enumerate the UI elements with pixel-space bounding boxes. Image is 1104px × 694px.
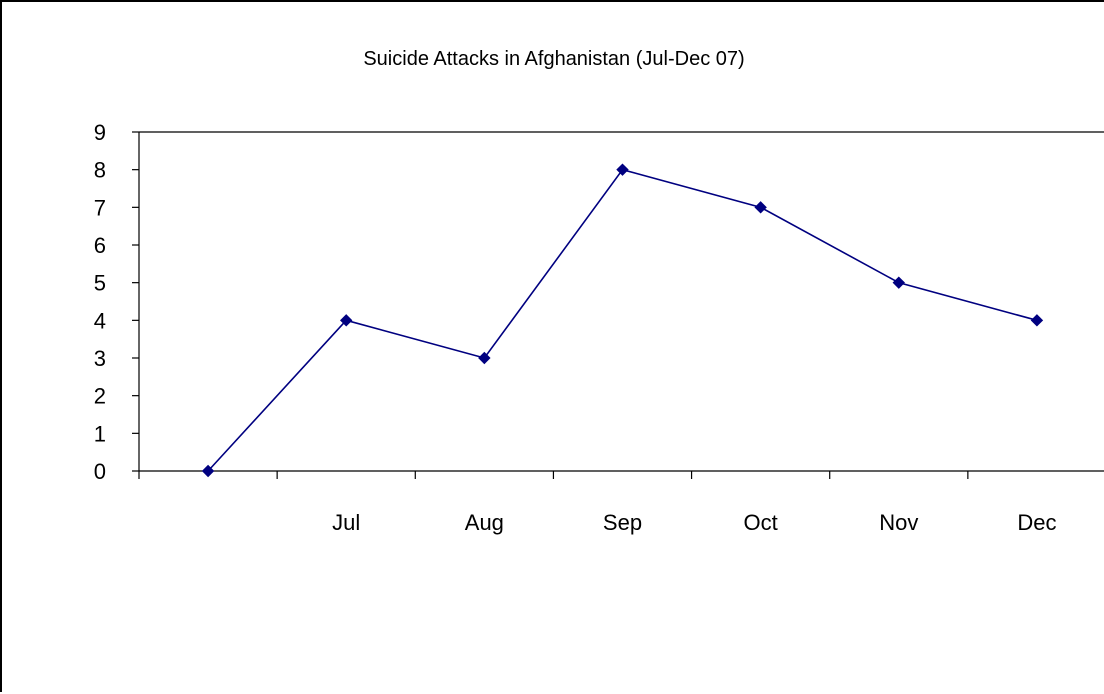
x-tick-label: Jul [332,510,360,535]
y-tick-label: 1 [94,421,106,446]
y-tick-label: 2 [94,384,106,409]
y-tick-label: 3 [94,346,106,371]
y-tick-label: 0 [94,459,106,484]
series-line [207,168,1038,472]
data-point-marker [201,464,215,478]
x-tick-label: Dec [1017,510,1056,535]
x-tick-label: Sep [603,510,642,535]
x-tick-label: Aug [465,510,504,535]
x-tick-label: Nov [879,510,918,535]
y-tick-label: 8 [94,158,106,183]
data-point-marker [754,201,767,214]
y-tick-label: 7 [94,195,106,220]
y-tick-label: 4 [94,308,106,333]
data-point-marker [1030,314,1044,327]
chart-title: Suicide Attacks in Afghanistan (Jul-Dec … [363,48,745,70]
x-tick-label: Oct [744,510,778,535]
y-tick-label: 9 [94,120,106,145]
y-tick-label: 5 [94,271,106,296]
plot-area: 0 1 2 3 4 5 6 7 8 9 Jul Aug Sep Oct Nov Dec [94,120,1104,535]
data-point-marker [340,314,353,327]
data-point-marker [478,351,491,365]
y-tick-label: 6 [94,233,106,258]
data-point-marker [892,276,905,289]
data-point-marker [616,163,629,176]
